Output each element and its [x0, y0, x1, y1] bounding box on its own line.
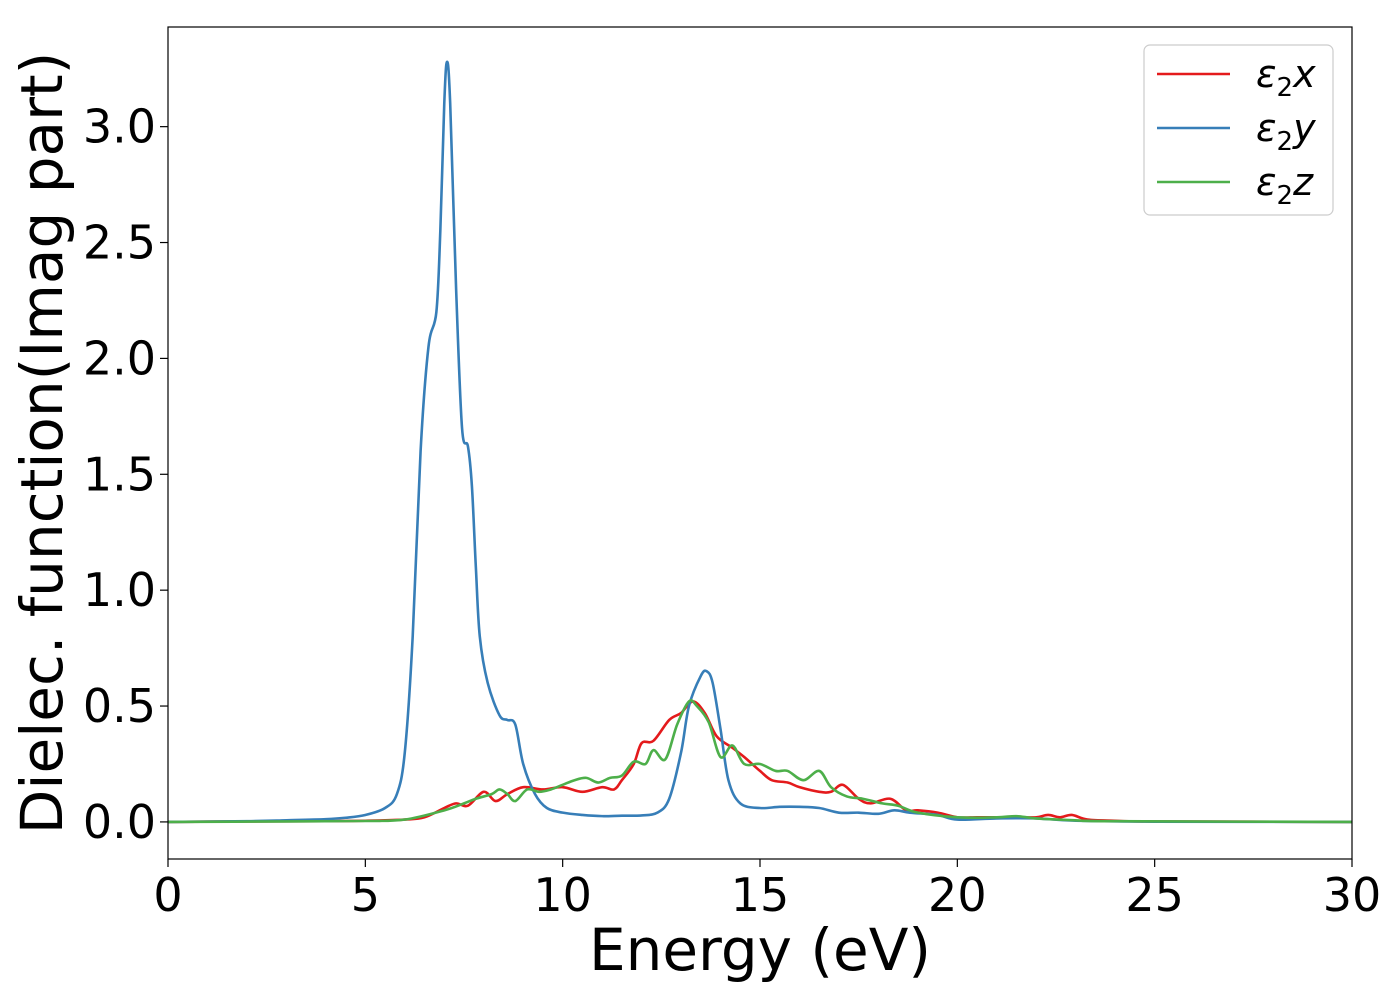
x-tick-label: 15 [731, 868, 790, 922]
legend-label-z: ε2z [1256, 160, 1314, 211]
x-tick-label: 25 [1125, 868, 1184, 922]
y-tick-label: 0.0 [83, 795, 156, 849]
x-tick-label: 5 [351, 868, 380, 922]
legend-label-x: ε2x [1256, 52, 1316, 103]
x-tick-label: 30 [1323, 868, 1382, 922]
y-axis: 0.0 0.5 1.0 1.5 2.0 2.5 3.0 [83, 100, 168, 849]
y-tick-label: 1.0 [83, 563, 156, 617]
legend-box [1143, 44, 1334, 216]
x-tick-label: 0 [153, 868, 182, 922]
y-tick-label: 1.5 [83, 447, 156, 501]
series-line-z [168, 699, 1352, 824]
x-axis: 0 5 10 15 20 25 30 [153, 859, 1381, 922]
x-tick-label: 20 [928, 868, 987, 922]
series-line-y [168, 60, 1352, 824]
y-tick-label: 0.5 [83, 679, 156, 733]
legend-label-y: ε2y [1256, 106, 1316, 157]
x-axis-label: Energy (eV) [589, 916, 931, 984]
y-axis-label: Dielec. function(Imag part) [8, 52, 76, 835]
y-tick-label: 2.0 [83, 331, 156, 385]
y-tick-label: 2.5 [83, 216, 156, 270]
x-tick-label: 10 [533, 868, 592, 922]
y-tick-label: 3.0 [83, 100, 156, 154]
